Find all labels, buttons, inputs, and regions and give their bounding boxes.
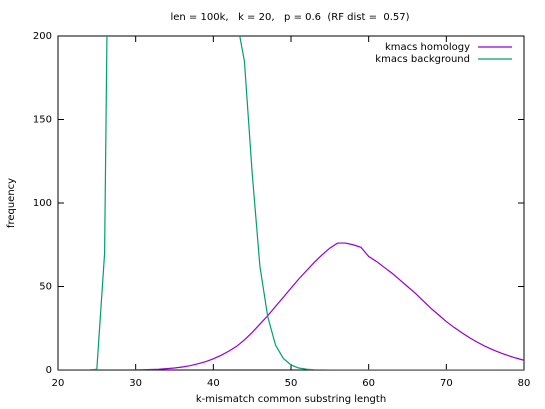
y-tick-label: 0	[46, 365, 52, 376]
x-tick-label: 40	[207, 378, 220, 389]
series-line	[58, 36, 524, 370]
x-tick-label: 20	[52, 378, 65, 389]
x-tick-label: 50	[285, 378, 298, 389]
legend-label: kmacs homology	[385, 42, 470, 53]
chart-title: len = 100k, k = 20, p = 0.6 (RF dist = 0…	[170, 12, 409, 23]
x-tick-label: 60	[362, 378, 375, 389]
x-axis-label: k-mismatch common substring length	[196, 394, 386, 405]
y-tick-label: 100	[33, 198, 52, 209]
series-line	[58, 242, 524, 370]
y-axis-label: frequency	[6, 178, 17, 228]
x-tick-label: 30	[129, 378, 142, 389]
y-tick-label: 50	[39, 282, 52, 293]
y-tick-label: 150	[33, 115, 52, 126]
y-tick-label: 200	[33, 31, 52, 42]
x-tick-label: 80	[518, 378, 531, 389]
x-tick-label: 70	[440, 378, 453, 389]
legend-label: kmacs background	[375, 54, 470, 65]
plot-frame	[57, 35, 525, 371]
